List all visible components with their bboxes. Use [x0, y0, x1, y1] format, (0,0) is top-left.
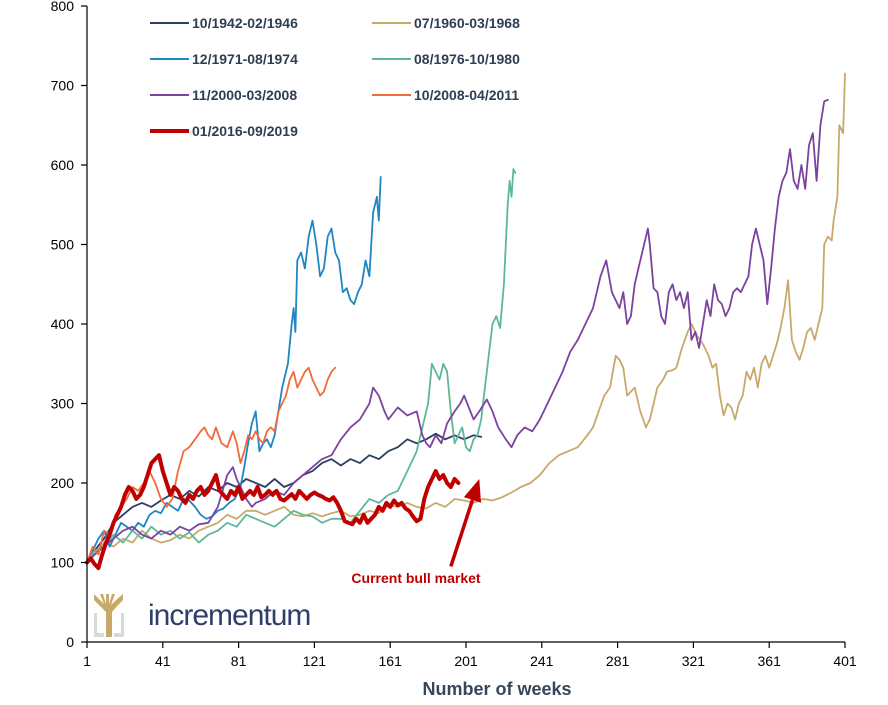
y-tick-label: 300 [51, 396, 75, 412]
annotation: Current bull market [351, 479, 482, 586]
y-ticks: 0 100 200 300 400 500 600 700 800 [51, 0, 87, 650]
x-tick-label: 361 [758, 653, 782, 669]
legend-label: 10/2008-04/2011 [414, 87, 519, 103]
x-tick-label: 161 [379, 653, 403, 669]
legend-label: 12/1971-08/1974 [192, 51, 298, 67]
y-tick-label: 200 [51, 475, 75, 491]
series-line-12-1971-08-1974 [86, 176, 382, 564]
series-line-11-2000-03-2008 [86, 98, 829, 564]
legend-label: 08/1976-10/1980 [414, 51, 520, 67]
annotation-arrow-line [449, 499, 475, 568]
series-line-08-1976-10-1980 [86, 168, 517, 564]
x-tick-label: 241 [530, 653, 554, 669]
series-line-10-1942-02-1946 [86, 432, 483, 564]
series-lines [85, 72, 846, 571]
legend-item: 10/1942-02/1946 [150, 15, 298, 31]
legend-label: 11/2000-03/2008 [192, 87, 297, 103]
legend-item: 12/1971-08/1974 [150, 51, 298, 67]
legend-label: 10/1942-02/1946 [192, 15, 298, 31]
x-axis-title: Number of weeks [422, 679, 571, 699]
logo: incrementum [94, 594, 311, 637]
legend-item: 11/2000-03/2008 [150, 87, 297, 103]
y-tick-label: 800 [51, 0, 75, 14]
legend-item: 08/1976-10/1980 [372, 51, 520, 67]
y-tick-label: 0 [66, 634, 74, 650]
x-ticks: 1 41 81 121 161 201 241 281 321 361 401 [83, 642, 857, 669]
legend: 10/1942-02/1946 07/1960-03/1968 12/1971-08… [150, 15, 520, 139]
series-line-07-1960-03-1968 [86, 72, 846, 564]
logo-tree-icon [94, 594, 124, 637]
legend-label: 01/2016-09/2019 [192, 123, 298, 139]
x-tick-label: 281 [606, 653, 630, 669]
legend-item: 10/2008-04/2011 [372, 87, 519, 103]
series-line-10-2008-04-2011 [86, 366, 337, 564]
logo-text: incrementum [148, 599, 310, 632]
x-tick-label: 121 [303, 653, 327, 669]
legend-item: 07/1960-03/1968 [372, 15, 520, 31]
x-tick-label: 401 [833, 653, 857, 669]
y-tick-label: 600 [51, 157, 75, 173]
series-line-01-2016-09-2019 [85, 453, 461, 571]
y-tick-label: 500 [51, 237, 75, 253]
legend-label: 07/1960-03/1968 [414, 15, 520, 31]
x-tick-label: 321 [682, 653, 706, 669]
y-tick-label: 400 [51, 316, 75, 332]
annotation-text: Current bull market [351, 570, 480, 586]
x-tick-label: 81 [231, 653, 247, 669]
y-tick-label: 100 [51, 555, 75, 571]
y-tick-label: 700 [51, 78, 75, 94]
x-tick-label: 201 [454, 653, 478, 669]
x-tick-label: 41 [155, 653, 171, 669]
annotation-arrow-head [463, 479, 482, 503]
legend-item: 01/2016-09/2019 [150, 123, 298, 139]
x-tick-label: 1 [83, 653, 91, 669]
